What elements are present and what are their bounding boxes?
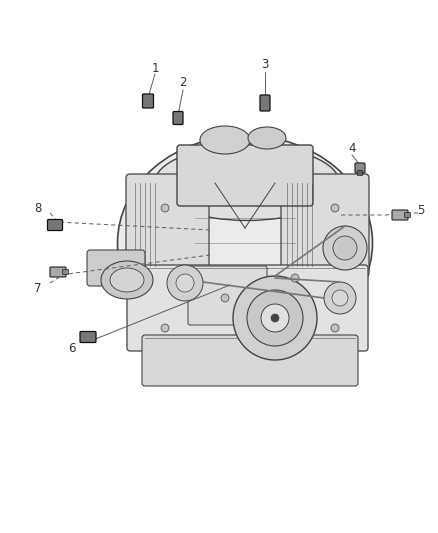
Ellipse shape <box>110 268 144 292</box>
FancyBboxPatch shape <box>392 210 408 220</box>
FancyBboxPatch shape <box>142 335 358 386</box>
FancyBboxPatch shape <box>47 220 63 230</box>
Text: 1: 1 <box>151 61 159 75</box>
Ellipse shape <box>101 261 153 299</box>
Ellipse shape <box>248 127 286 149</box>
Circle shape <box>331 204 339 212</box>
Ellipse shape <box>200 126 250 154</box>
Circle shape <box>324 282 356 314</box>
Circle shape <box>331 324 339 332</box>
FancyBboxPatch shape <box>405 213 410 217</box>
Circle shape <box>332 290 348 306</box>
FancyBboxPatch shape <box>177 145 313 206</box>
Circle shape <box>291 274 299 282</box>
Circle shape <box>323 226 367 270</box>
FancyBboxPatch shape <box>355 163 365 173</box>
Text: 4: 4 <box>348 141 356 155</box>
Text: 8: 8 <box>34 201 42 214</box>
FancyBboxPatch shape <box>281 174 369 277</box>
Text: 5: 5 <box>417 205 425 217</box>
FancyBboxPatch shape <box>50 267 66 277</box>
Ellipse shape <box>117 135 372 351</box>
Circle shape <box>271 314 279 322</box>
Text: 2: 2 <box>179 77 187 90</box>
Text: 3: 3 <box>261 59 268 71</box>
Circle shape <box>161 324 169 332</box>
Circle shape <box>167 265 203 301</box>
Circle shape <box>233 276 317 360</box>
Circle shape <box>247 290 303 346</box>
FancyBboxPatch shape <box>127 265 368 351</box>
FancyBboxPatch shape <box>126 174 209 277</box>
Circle shape <box>161 204 169 212</box>
Text: 6: 6 <box>68 342 76 354</box>
Ellipse shape <box>155 146 339 221</box>
Circle shape <box>261 304 289 332</box>
Circle shape <box>176 274 194 292</box>
FancyBboxPatch shape <box>80 332 96 343</box>
FancyBboxPatch shape <box>63 270 68 274</box>
FancyBboxPatch shape <box>260 95 270 111</box>
Text: 7: 7 <box>34 281 42 295</box>
FancyBboxPatch shape <box>357 171 363 175</box>
FancyBboxPatch shape <box>188 266 267 325</box>
FancyBboxPatch shape <box>142 94 153 108</box>
FancyBboxPatch shape <box>87 250 145 286</box>
FancyBboxPatch shape <box>173 111 183 125</box>
Circle shape <box>221 294 229 302</box>
Circle shape <box>333 236 357 260</box>
